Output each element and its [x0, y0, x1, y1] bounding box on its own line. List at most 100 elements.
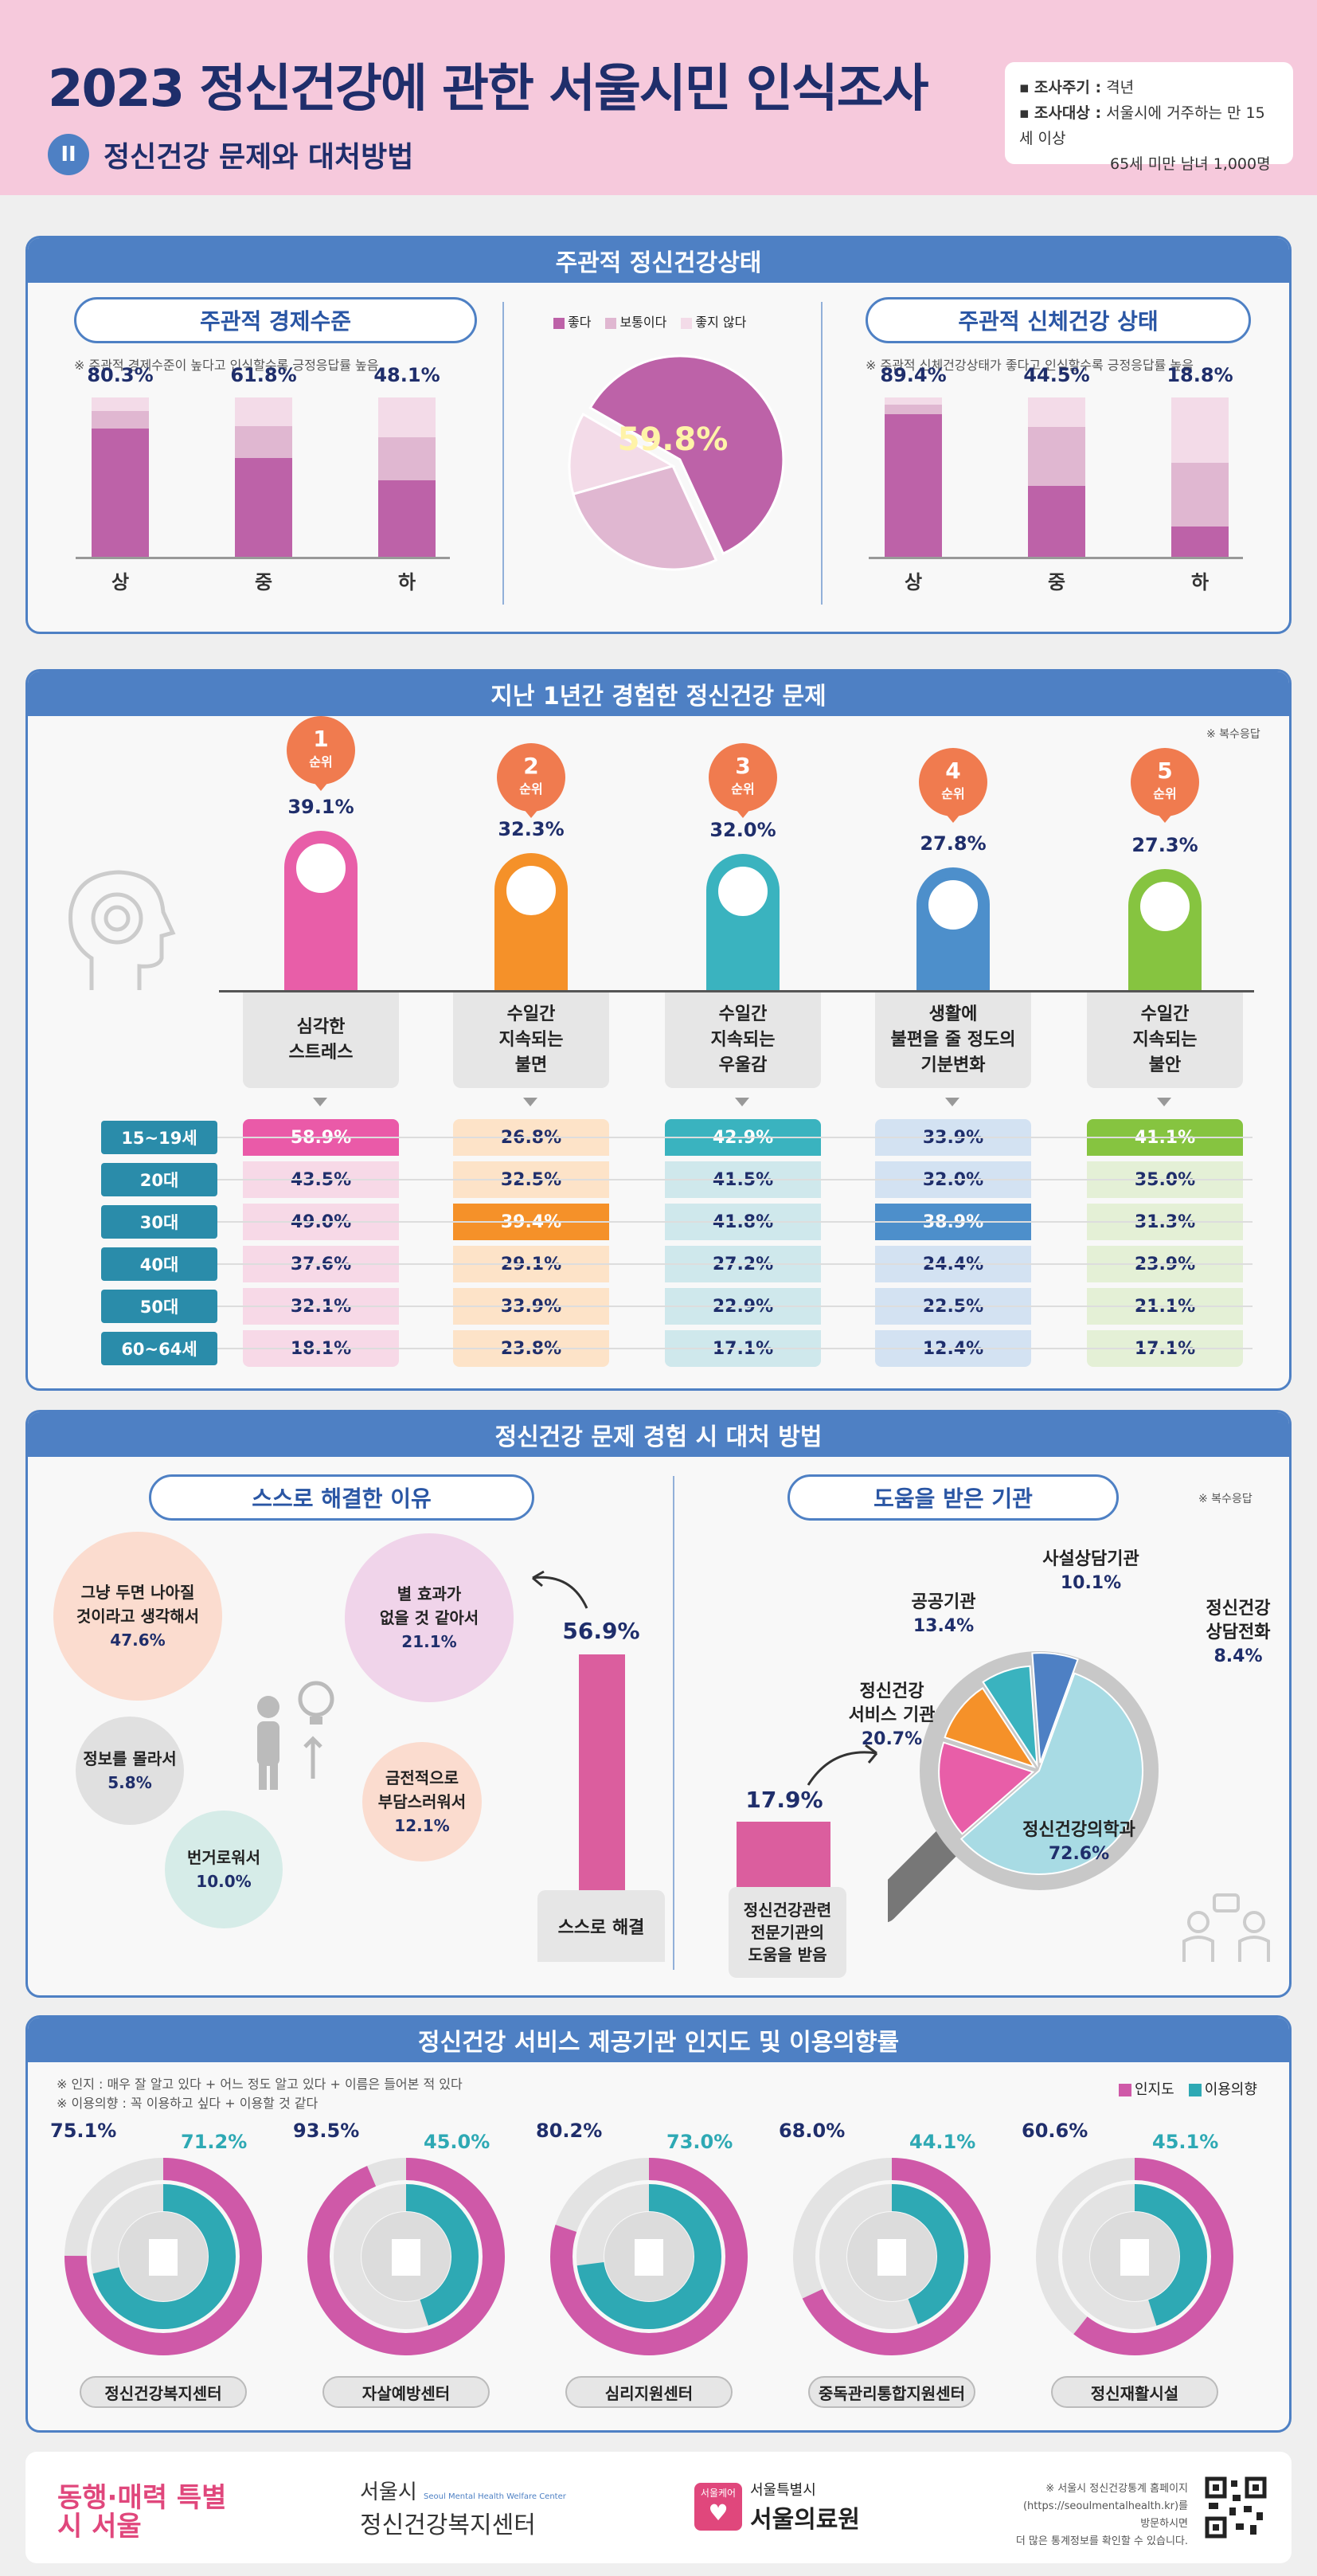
org-label: 정신건강 서비스 기관 20.7%: [848, 1681, 936, 1749]
rank-badge: 5 순위: [1131, 748, 1199, 816]
reason-bubble: 그냥 두면 나아질 것이라고 생각해서 47.6%: [53, 1532, 222, 1701]
legend-normal: 보통이다: [605, 311, 666, 331]
down-arrow-icon: [523, 1098, 537, 1106]
bar-segment-good: [92, 429, 149, 557]
org-slice: [959, 1672, 1143, 1875]
stacked-bar: [885, 397, 942, 557]
stacked-bar: [92, 397, 149, 557]
stacked-bar: [1028, 397, 1085, 557]
intent-note: ※ 이용의향 : 꼭 이용하고 싶다 + 이용할 것 같다: [57, 2096, 319, 2111]
service-donut: 93.5% 45.0% 자살예방센터: [287, 2113, 526, 2416]
bar-segment-bad: [378, 397, 436, 437]
problem-label: 수일간 지속되는 불안: [1087, 992, 1243, 1088]
services-panel: 정신건강 서비스 제공기관 인지도 및 이용의향률 ※ 인지 : 매우 잘 알고…: [25, 2015, 1292, 2433]
org-slice: [982, 1665, 1038, 1768]
seoul-medical-center-logo: 서울케어 ♥ 서울특별시 서울의료원: [694, 2479, 860, 2535]
bar-value-label: 44.5%: [1023, 364, 1090, 386]
pie-slice: [588, 354, 785, 555]
bar-segment-normal: [235, 426, 292, 459]
economic-note: ※ 주관적 경제수준이 높다고 인식할수록 긍정응답률 높음: [74, 358, 379, 373]
rank-suffix: 순위: [941, 786, 965, 801]
physical-health-title: 주관적 신체건강 상태: [866, 297, 1251, 343]
org-label: 사설상담기관 10.1%: [1042, 1549, 1139, 1593]
awareness-note: ※ 인지 : 매우 잘 알고 있다 + 어느 정도 알고 있다 + 이름은 들어…: [57, 2077, 463, 2092]
rank-suffix: 순위: [1153, 786, 1177, 801]
section-heading: II 정신건강 문제와 대처방법: [48, 134, 413, 175]
qr-code-icon[interactable]: [1204, 2476, 1268, 2539]
problem-rate: 32.3%: [498, 817, 565, 840]
rank-number: 1: [313, 726, 329, 752]
rank-badge-pointer: [313, 781, 329, 791]
service-name: 중독관리통합지원센터: [808, 2376, 975, 2408]
awareness-value: 93.5%: [293, 2120, 360, 2142]
awareness-value: 75.1%: [50, 2120, 117, 2142]
pie-value-label: 59.8%: [618, 421, 729, 458]
rank-suffix: 순위: [731, 781, 755, 797]
org-label: 정신건강 상담전화 8.4%: [1206, 1599, 1271, 1666]
economic-level-title: 주관적 경제수준: [74, 297, 477, 343]
problem-label: 수일간 지속되는 우울감: [665, 992, 821, 1088]
bar-segment-bad: [92, 397, 149, 412]
service-name: 정신건강복지센터: [80, 2376, 247, 2408]
reason-bubble: 금전적으로 부담스러워서 12.1%: [362, 1742, 482, 1862]
reason-bubble: 별 효과가 없을 것 같아서 21.1%: [345, 1533, 514, 1702]
building-icon: [392, 2239, 420, 2276]
survey-target: ▪ 조사대상 : 서울시에 거주하는 만 15세 이상: [1019, 104, 1265, 147]
ring-value: [1062, 2184, 1207, 2329]
rank-badge-pointer: [945, 813, 961, 823]
building-icon: [635, 2239, 663, 2276]
bar-value-label: 80.3%: [87, 364, 154, 386]
intent-value: 45.0%: [424, 2131, 490, 2153]
bar-segment-normal: [92, 411, 149, 429]
service-name: 정신재활시설: [1051, 2376, 1218, 2408]
org-slice: [944, 1686, 1037, 1768]
problem-rate: 32.0%: [709, 819, 776, 842]
bar-segment-bad: [235, 397, 292, 427]
mood-change-icon: [925, 877, 981, 934]
divider: [502, 302, 504, 605]
help-label: 정신건강관련 전문기관의 도움을 받음: [729, 1887, 846, 1978]
rank-badge-pointer: [735, 808, 751, 818]
age-group-label: 40대: [101, 1247, 217, 1281]
legend-awareness: 인지도: [1119, 2078, 1174, 2099]
intent-value: 44.1%: [909, 2131, 976, 2153]
anxiety-icon: [1137, 879, 1193, 935]
bar-value-label: 18.8%: [1167, 364, 1233, 386]
panel-title: 정신건강 문제 경험 시 대처 방법: [28, 1412, 1289, 1457]
down-arrow-icon: [945, 1098, 959, 1106]
bar-value-label: 48.1%: [373, 364, 440, 386]
ring-value: [64, 2158, 262, 2355]
row-divider: [217, 1137, 1253, 1138]
rank-number: 4: [945, 758, 961, 784]
problems-panel: 지난 1년간 경험한 정신건강 문제 ※ 복수응답 1 순위 39.1% 심각한 스트…: [25, 669, 1292, 1391]
insomnia-icon: [503, 862, 559, 918]
age-group-label: 15~19세: [101, 1121, 217, 1154]
age-group-label: 50대: [101, 1290, 217, 1323]
bar-segment-normal: [1171, 463, 1229, 527]
donut-chart: [793, 2158, 991, 2355]
donut-chart: [1036, 2158, 1233, 2355]
pie-chart: 59.8%: [568, 354, 785, 571]
bar-category-label: 하: [397, 571, 416, 593]
bar-segment-bad: [885, 397, 942, 405]
problem-rate: 39.1%: [287, 796, 354, 818]
bar-segment-good: [235, 458, 292, 557]
ring-value: [1036, 2158, 1233, 2355]
rank-badge: 2 순위: [497, 743, 565, 812]
rank-badge-pointer: [1157, 813, 1173, 823]
intent-value: 73.0%: [666, 2131, 733, 2153]
bar-category-label: 상: [904, 571, 923, 593]
rank-number: 3: [735, 753, 751, 779]
problem-rate: 27.8%: [920, 832, 987, 855]
heart-icon: 서울케어 ♥: [694, 2483, 742, 2531]
org-slice: [938, 1741, 1035, 1835]
reason-bubble: 정보를 몰라서 5.8%: [76, 1717, 184, 1825]
building-icon: [149, 2239, 178, 2276]
service-donut: 75.1% 71.2% 정신건강복지센터: [44, 2113, 283, 2416]
legend-intent: 이용의향: [1188, 2078, 1257, 2099]
pie-legend: 좋다 보통이다 좋지 않다: [553, 311, 746, 331]
service-name: 자살예방센터: [322, 2376, 490, 2408]
magnifier-handle: [888, 1826, 964, 1923]
axis-baseline: [76, 557, 450, 559]
ring-value: [307, 2158, 505, 2355]
